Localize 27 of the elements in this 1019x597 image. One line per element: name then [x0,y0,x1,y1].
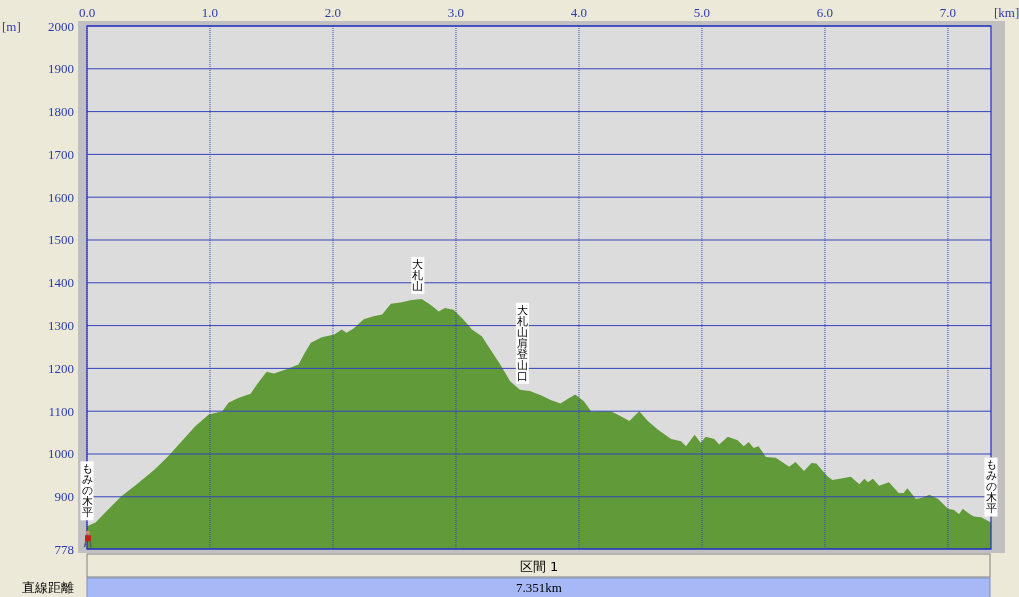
x-axis-title: [km] [994,5,1019,20]
distance-cell: 7.351km [86,577,991,597]
x-tick-label: 6.0 [816,5,834,20]
x-tick-label: 4.0 [570,5,588,20]
y-tick-label: 1900 [48,61,74,77]
y-tick-label: 1200 [48,360,74,376]
section-header: 区間 1 [86,553,991,578]
y-tick-label: 1500 [48,232,74,248]
x-tick-label: 3.0 [447,5,465,20]
y-tick-label: 1000 [48,446,74,462]
y-axis-title: [m] [2,19,21,34]
y-tick-label: 1400 [48,275,74,291]
y-tick-label: 778 [54,541,74,557]
y-tick-label: 900 [54,489,74,505]
y-tick-label: 1600 [48,189,74,205]
y-tick-label: 1700 [48,146,74,162]
y-tick-label: 1100 [48,403,74,419]
x-tick-label: 7.0 [939,5,957,20]
text: 直線距離 [22,580,74,595]
x-tick-label: 1.0 [201,5,219,20]
x-tick-label: 2.0 [324,5,342,20]
y-tick-label: 2000 [48,18,74,34]
x-tick-label: 0.0 [78,5,96,20]
annotation: 大札山 [411,256,425,294]
y-tick-label: 1300 [48,318,74,334]
x-tick-label: 5.0 [693,5,711,20]
y-tick-label: 1800 [48,104,74,120]
